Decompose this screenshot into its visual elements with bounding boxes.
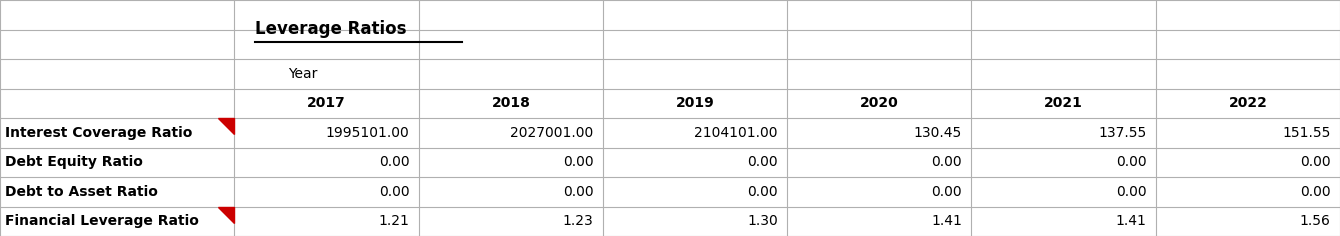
Polygon shape bbox=[218, 118, 234, 134]
Text: 0.00: 0.00 bbox=[1116, 185, 1146, 199]
Text: Year: Year bbox=[288, 67, 318, 81]
Text: 2019: 2019 bbox=[675, 96, 714, 110]
Text: 2020: 2020 bbox=[860, 96, 899, 110]
Text: 1.56: 1.56 bbox=[1300, 214, 1331, 228]
Text: 1.41: 1.41 bbox=[931, 214, 962, 228]
Text: 2018: 2018 bbox=[492, 96, 531, 110]
Text: 0.00: 0.00 bbox=[931, 185, 962, 199]
Text: 1.30: 1.30 bbox=[748, 214, 777, 228]
Text: 1.21: 1.21 bbox=[378, 214, 410, 228]
Text: 2017: 2017 bbox=[307, 96, 346, 110]
Text: 2027001.00: 2027001.00 bbox=[511, 126, 594, 140]
Text: 2021: 2021 bbox=[1044, 96, 1083, 110]
Polygon shape bbox=[218, 206, 234, 223]
Text: 0.00: 0.00 bbox=[563, 185, 594, 199]
Text: Debt to Asset Ratio: Debt to Asset Ratio bbox=[5, 185, 158, 199]
Text: 0.00: 0.00 bbox=[1116, 155, 1146, 169]
Text: 2104101.00: 2104101.00 bbox=[694, 126, 777, 140]
Text: 1.23: 1.23 bbox=[563, 214, 594, 228]
Text: 137.55: 137.55 bbox=[1097, 126, 1146, 140]
Text: Leverage Ratios: Leverage Ratios bbox=[255, 21, 406, 38]
Text: Interest Coverage Ratio: Interest Coverage Ratio bbox=[5, 126, 193, 140]
Text: 0.00: 0.00 bbox=[931, 155, 962, 169]
Text: 1995101.00: 1995101.00 bbox=[326, 126, 410, 140]
Text: 1.41: 1.41 bbox=[1115, 214, 1146, 228]
Text: 0.00: 0.00 bbox=[748, 185, 777, 199]
Text: 0.00: 0.00 bbox=[379, 155, 410, 169]
Text: 151.55: 151.55 bbox=[1282, 126, 1331, 140]
Text: 0.00: 0.00 bbox=[1300, 155, 1331, 169]
Text: Debt Equity Ratio: Debt Equity Ratio bbox=[5, 155, 143, 169]
Text: 2022: 2022 bbox=[1229, 96, 1268, 110]
Text: Financial Leverage Ratio: Financial Leverage Ratio bbox=[5, 214, 200, 228]
Text: 130.45: 130.45 bbox=[914, 126, 962, 140]
Text: 0.00: 0.00 bbox=[379, 185, 410, 199]
Text: 0.00: 0.00 bbox=[1300, 185, 1331, 199]
Text: 0.00: 0.00 bbox=[563, 155, 594, 169]
Text: 0.00: 0.00 bbox=[748, 155, 777, 169]
